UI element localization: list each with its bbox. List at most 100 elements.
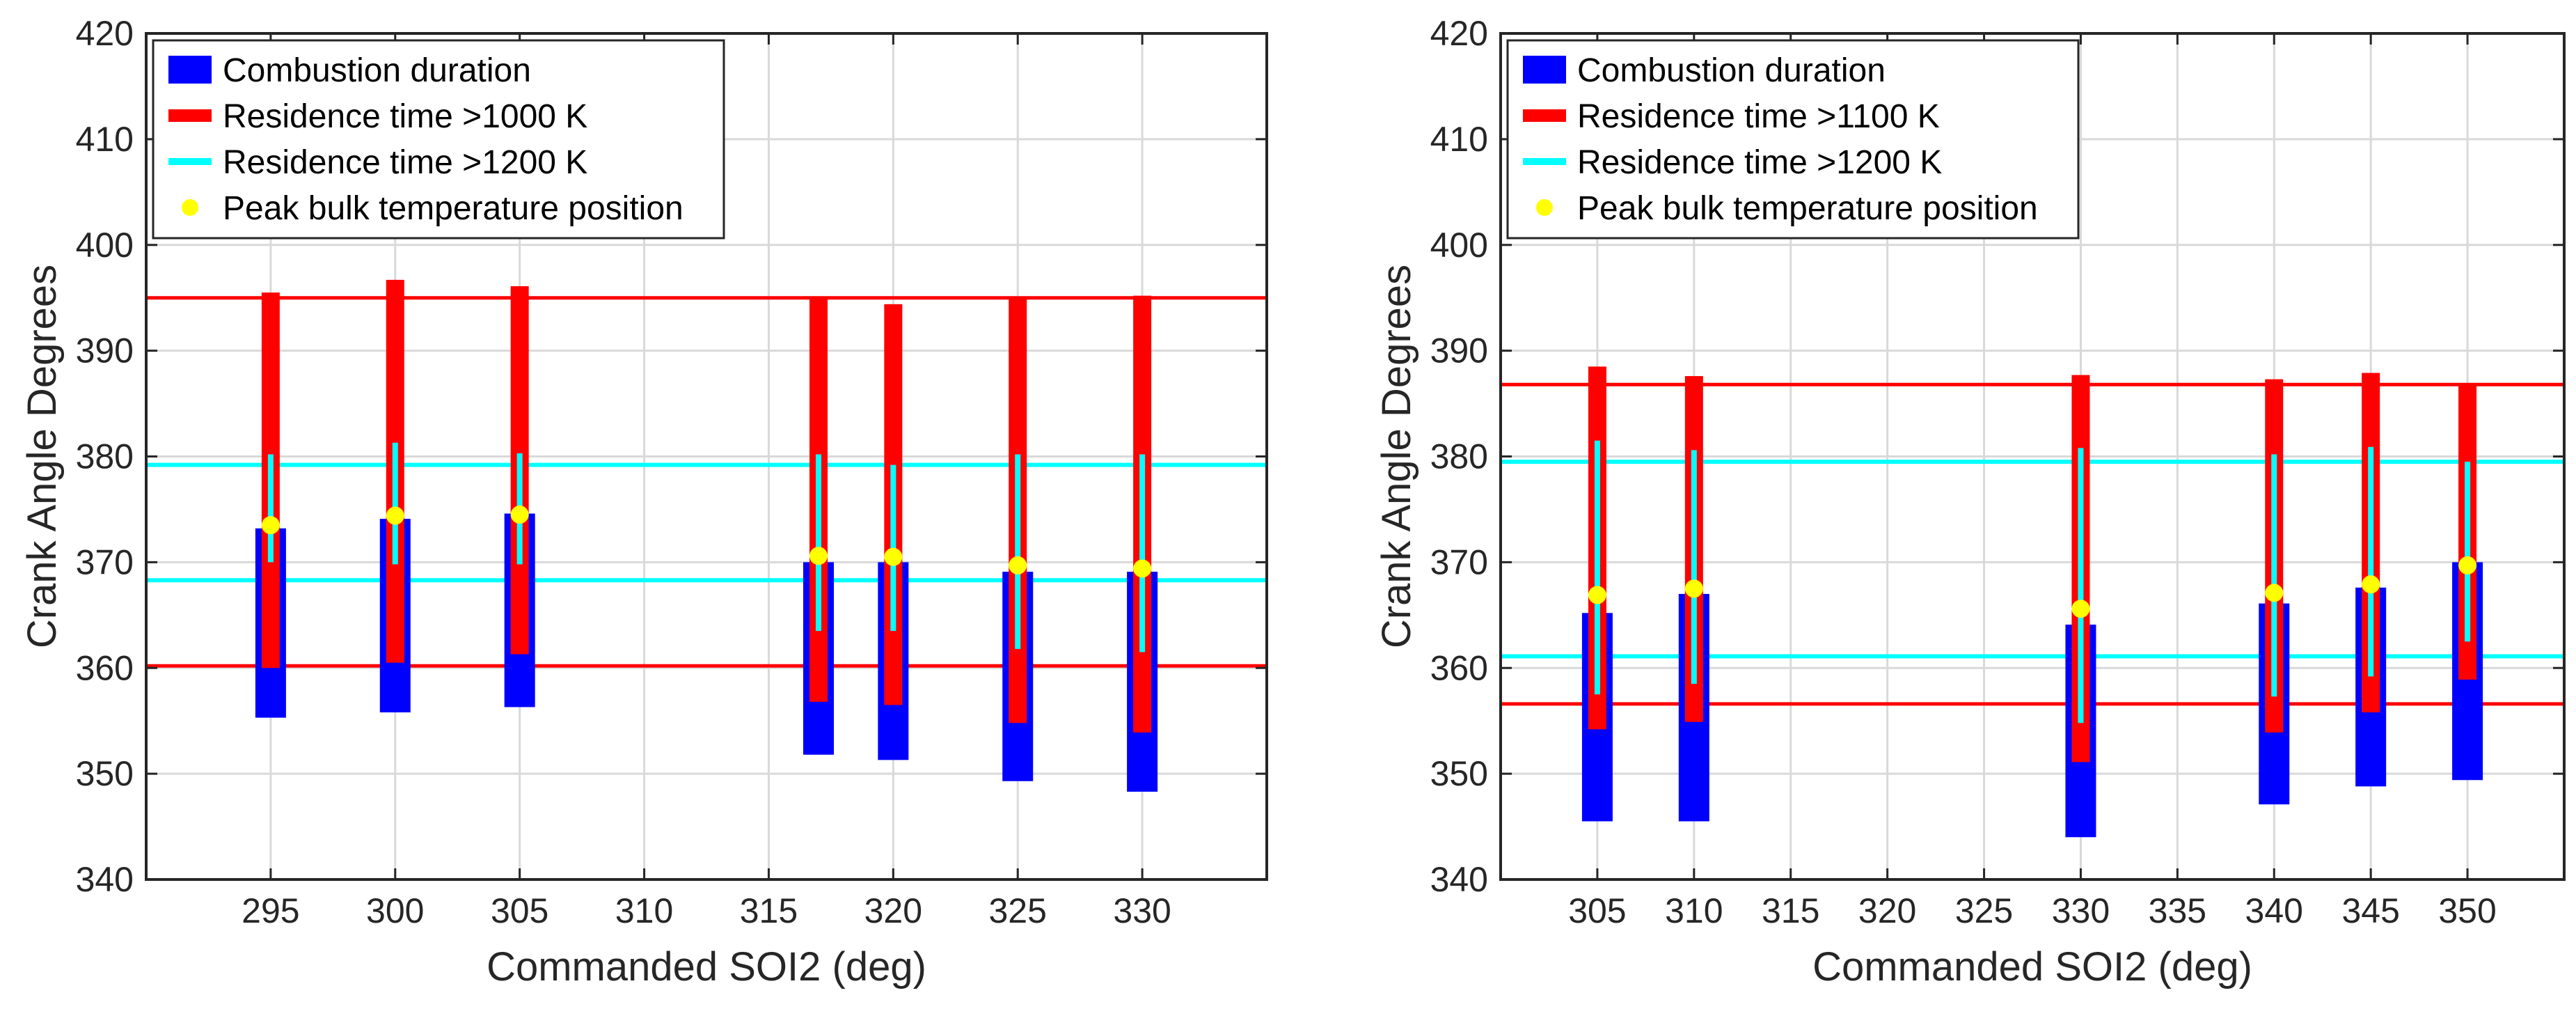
x-tick-label: 345 bbox=[2341, 891, 2399, 930]
y-tick-label: 390 bbox=[1430, 331, 1488, 370]
legend-entry-label: Combustion duration bbox=[1577, 52, 1886, 89]
x-tick-label: 295 bbox=[242, 891, 299, 930]
x-tick-label: 335 bbox=[2149, 891, 2206, 930]
legend-box bbox=[152, 39, 725, 240]
legend-entry-label: Residence time >1000 K bbox=[223, 98, 587, 135]
legend-entry-label: Residence time >1200 K bbox=[223, 144, 587, 181]
peak-temperature-marker bbox=[510, 506, 529, 524]
residence-time-high-bar bbox=[392, 442, 398, 565]
legend-swatch-residence-high bbox=[1523, 158, 1566, 165]
legend-entry-label: Residence time >1100 K bbox=[1577, 98, 1940, 135]
peak-temperature-marker bbox=[2265, 584, 2284, 602]
residence-time-high-bar bbox=[1594, 440, 1600, 695]
legend-entry-label: Peak bulk temperature position bbox=[1577, 190, 2038, 227]
y-axis-label: Crank Angle Degrees bbox=[19, 265, 65, 648]
legend-swatch-residence-low bbox=[168, 109, 212, 122]
bar-group-317 bbox=[803, 297, 834, 755]
legend-swatch-combustion bbox=[168, 56, 212, 84]
legend-swatch-combustion bbox=[1523, 56, 1566, 84]
bar-group-300 bbox=[379, 279, 411, 713]
legend: Combustion duration Residence time >1000 … bbox=[152, 39, 725, 240]
legend-entry-label: Peak bulk temperature position bbox=[223, 190, 683, 227]
peak-temperature-marker bbox=[2458, 556, 2477, 574]
x-tick-label: 320 bbox=[1858, 891, 1916, 930]
x-tick-label: 315 bbox=[1762, 891, 1819, 930]
bar-group-325 bbox=[1002, 297, 1034, 781]
y-tick-label: 400 bbox=[76, 226, 134, 265]
x-tick-label: 310 bbox=[615, 891, 673, 930]
x-axis-label: Commanded SOI2 (deg) bbox=[487, 944, 926, 990]
y-tick-label: 370 bbox=[76, 542, 134, 581]
x-tick-label: 330 bbox=[2052, 891, 2110, 930]
x-tick-label: 305 bbox=[491, 891, 548, 930]
peak-temperature-marker bbox=[261, 516, 280, 535]
legend-swatch-peak bbox=[1536, 199, 1553, 216]
residence-time-high-bar bbox=[1691, 450, 1697, 685]
residence-time-high-bar bbox=[267, 454, 274, 563]
residence-time-high-bar bbox=[2078, 448, 2084, 723]
bar-group-350 bbox=[2452, 384, 2483, 781]
y-tick-label: 420 bbox=[76, 14, 134, 53]
peak-temperature-marker bbox=[1009, 556, 1027, 574]
legend-swatch-residence-high bbox=[168, 158, 212, 165]
legend-swatch-peak bbox=[182, 199, 198, 216]
x-tick-label: 305 bbox=[1568, 891, 1626, 930]
residence-time-high-bar bbox=[1139, 454, 1146, 652]
x-tick-label: 310 bbox=[1665, 891, 1723, 930]
y-tick-label: 380 bbox=[76, 437, 134, 476]
residence-time-high-bar bbox=[1015, 454, 1021, 649]
bar-group-330 bbox=[1127, 295, 1158, 792]
legend: Combustion duration Residence time >1100 … bbox=[1506, 39, 2080, 240]
y-tick-label: 360 bbox=[1430, 648, 1488, 687]
bar-group-330 bbox=[2065, 375, 2096, 838]
peak-temperature-marker bbox=[386, 506, 404, 525]
x-tick-label: 325 bbox=[989, 891, 1047, 930]
legend-entry-label: Residence time >1200 K bbox=[1577, 144, 1942, 181]
x-tick-label: 340 bbox=[2245, 891, 2303, 930]
y-tick-label: 370 bbox=[1430, 542, 1488, 581]
peak-temperature-marker bbox=[809, 547, 828, 565]
bar-group-340 bbox=[2259, 379, 2290, 805]
residence-time-high-bar bbox=[2368, 446, 2374, 677]
bar-group-305 bbox=[504, 286, 535, 707]
bar-group-320 bbox=[878, 304, 909, 760]
left-chart-panel: 295 300 305 310 315 320 325 330 340 350 360 370 380 3… bbox=[19, 14, 1268, 990]
x-tick-label: 320 bbox=[864, 891, 922, 930]
peak-temperature-marker bbox=[1133, 559, 1152, 578]
y-tick-label: 380 bbox=[1430, 437, 1488, 476]
x-tick-label: 300 bbox=[366, 891, 424, 930]
bar-group-310 bbox=[1678, 376, 1709, 822]
x-tick-label: 325 bbox=[1955, 891, 2013, 930]
x-tick-label: 330 bbox=[1113, 891, 1171, 930]
legend-box bbox=[1506, 39, 2080, 240]
y-tick-label: 340 bbox=[76, 860, 134, 899]
bar-group-295 bbox=[255, 292, 286, 718]
residence-time-high-bar bbox=[816, 454, 821, 632]
y-tick-label: 340 bbox=[1430, 860, 1488, 899]
y-tick-label: 410 bbox=[1430, 120, 1488, 159]
y-tick-label: 410 bbox=[76, 120, 134, 159]
y-tick-label: 400 bbox=[1430, 226, 1488, 265]
peak-temperature-marker bbox=[2362, 575, 2380, 594]
y-tick-label: 420 bbox=[1430, 14, 1488, 53]
x-axis-label: Commanded SOI2 (deg) bbox=[1812, 944, 2252, 990]
bar-group-345 bbox=[2355, 373, 2387, 787]
residence-time-high-bar bbox=[2271, 454, 2277, 697]
y-tick-label: 350 bbox=[76, 754, 134, 793]
y-tick-label: 360 bbox=[76, 648, 134, 687]
legend-swatch-residence-low bbox=[1523, 109, 1566, 122]
peak-temperature-marker bbox=[2071, 600, 2090, 618]
residence-time-high-bar bbox=[2465, 462, 2471, 642]
peak-temperature-marker bbox=[1588, 586, 1606, 604]
legend-entry-label: Combustion duration bbox=[223, 52, 531, 89]
y-tick-label: 390 bbox=[76, 331, 134, 370]
x-tick-label: 315 bbox=[740, 891, 798, 930]
right-chart-panel: 305 310 315 320 325 330 335 340 345 350 340 350 360 3… bbox=[1374, 14, 2566, 990]
bar-group-305 bbox=[1581, 366, 1613, 822]
y-tick-label: 350 bbox=[1430, 754, 1488, 793]
x-tick-label: 350 bbox=[2438, 891, 2496, 930]
peak-temperature-marker bbox=[1684, 579, 1703, 598]
y-axis-label: Crank Angle Degrees bbox=[1374, 265, 1419, 648]
peak-temperature-marker bbox=[884, 547, 903, 566]
